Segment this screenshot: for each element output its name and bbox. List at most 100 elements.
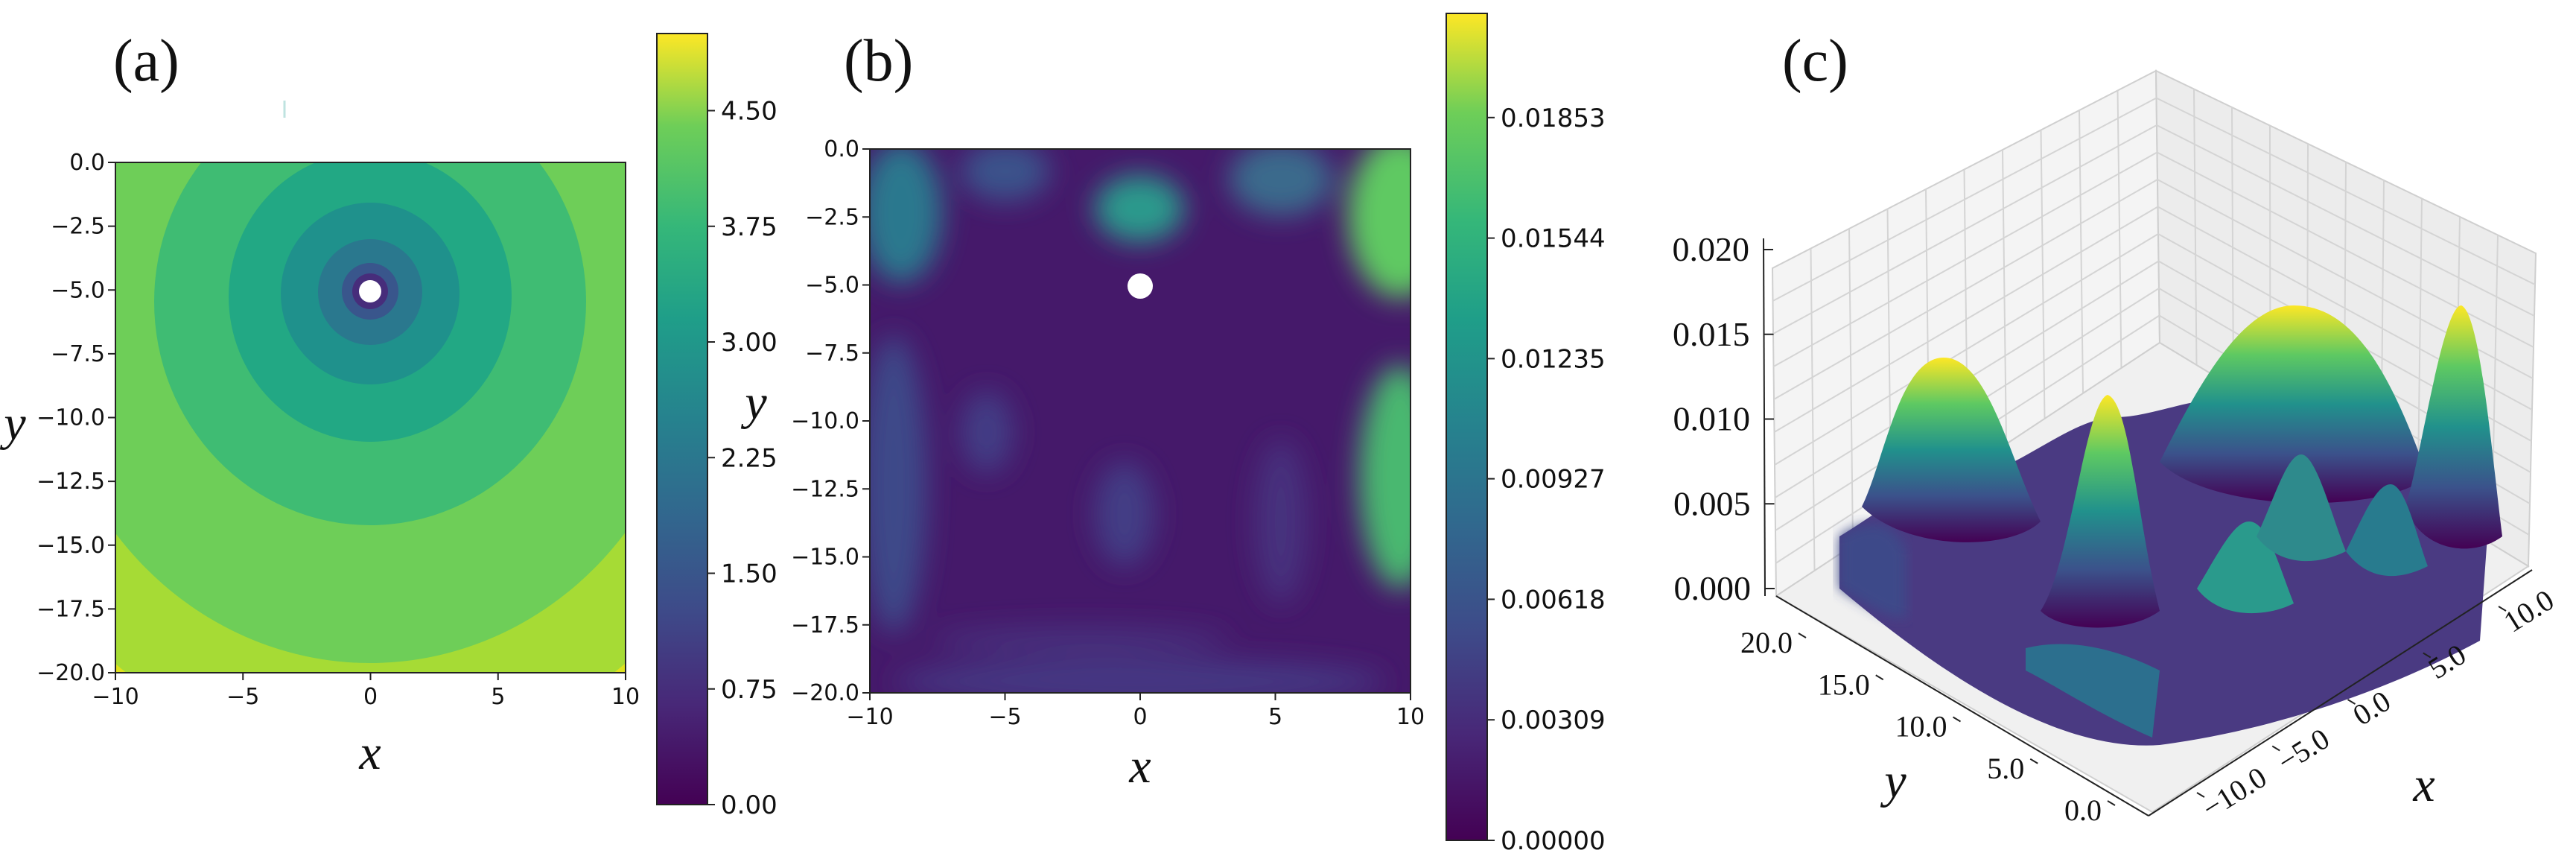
panel-b-colorbar-tick-label: 0.01235 — [1501, 344, 1606, 374]
panel-c-z-axis — [1763, 238, 1766, 597]
panel-c-x-axis — [2148, 569, 2533, 817]
panel-c-ytick-mark — [1875, 674, 1884, 681]
panel-label-c: (c) — [1782, 28, 1848, 94]
panel-c-yticks: 20.0 15.0 10.0 5.0 0.0 — [1740, 626, 2116, 827]
panel-c-zticks: 0.000 0.005 0.010 0.015 0.020 — [1673, 230, 1775, 607]
panel-b-hole — [1128, 273, 1153, 299]
panel-a-colorbar-tick-label: 3.00 — [721, 328, 777, 358]
panel-c-ztick-label: 0.000 — [1674, 569, 1752, 607]
panel-b: −10 −5 0 5 10 0.0 −2.5 −5.0 −7.5 −10.0 −12.5 −15.0… — [791, 13, 1606, 856]
panel-b-xlabel: x — [1128, 739, 1151, 793]
panel-a: −10 −5 0 5 10 0.0 −2.5 −5.0 −7.5 −10.0 −12.5 −15.0… — [0, 33, 777, 820]
panel-c-ztick-label: 0.015 — [1673, 315, 1750, 353]
panel-a-yticks: 0.0 −2.5 −5.0 −7.5 −10.0 −12.5 −15.0 −17.5 −20.0 — [36, 150, 115, 686]
panel-b-yticks: 0.0 −2.5 −5.0 −7.5 −10.0 −12.5 −15.0 −17.5 −20.0 — [791, 136, 870, 706]
panel-b-ytick-label: −12.5 — [791, 476, 859, 502]
panel-a-ytick-label: −7.5 — [51, 341, 105, 367]
panel-c-xtick-mark — [2423, 652, 2432, 659]
panel-c-ytick-label: 0.0 — [2064, 793, 2102, 827]
panel-b-ytick-label: −7.5 — [805, 340, 859, 367]
panel-b-ytick-label: −2.5 — [805, 204, 859, 230]
panel-c-xtick-mark — [2347, 699, 2356, 705]
panel-c-ztick-label: 0.020 — [1673, 230, 1750, 268]
panel-c-ytick-label: 15.0 — [1818, 668, 1870, 701]
panel-c-ytick-label: 10.0 — [1895, 710, 1947, 744]
panel-b-xtick-label: 5 — [1268, 704, 1282, 730]
panel-c-ytick-label: 5.0 — [1987, 752, 2024, 785]
panel-a-xtick-label: 10 — [611, 684, 640, 710]
panel-a-colorbar-ticks: 0.00 0.75 1.50 2.25 3.00 3.75 4.50 — [707, 97, 777, 820]
panel-a-ytick-label: 0.0 — [69, 150, 105, 176]
panel-b-ytick-label: −17.5 — [791, 612, 859, 638]
panel-b-xtick-label: −5 — [988, 704, 1021, 730]
panel-c-xlabel: x — [2412, 758, 2435, 812]
panel-label-b: (b) — [844, 28, 913, 94]
panel-a-colorbar-tick-label: 1.50 — [721, 559, 777, 589]
panel-a-xticks: −10 −5 0 5 10 — [92, 673, 640, 710]
panel-label-a: (a) — [113, 28, 179, 94]
panel-b-colorbar-ticks: 0.00000 0.00309 0.00618 0.00927 0.01235 0.015… — [1487, 104, 1606, 856]
panel-a-hole — [359, 280, 381, 302]
panel-c-ytick-label: 20.0 — [1740, 626, 1793, 659]
panel-b-colorbar — [1446, 13, 1488, 841]
panel-a-colorbar-tick-label: 4.50 — [721, 97, 777, 127]
panel-b-colorbar-tick-label: 0.01544 — [1501, 224, 1606, 254]
panel-a-ytick-label: −2.5 — [51, 214, 105, 240]
panel-a-colorbar — [656, 33, 708, 805]
panel-b-field — [870, 149, 1411, 693]
panel-a-colorbar-tick-label: 3.75 — [721, 212, 777, 242]
panel-c-surface — [1839, 305, 2502, 746]
panel-b-colorbar-tick-label: 0.00927 — [1501, 465, 1606, 495]
panel-a-xtick-label: 0 — [363, 684, 378, 710]
panel-c-gridline — [2002, 149, 2007, 445]
panel-c: 0.000 0.005 0.010 0.015 0.020 20.0 15.0 10.0 5.… — [1673, 69, 2560, 827]
panel-c-ytick-mark — [1952, 716, 1962, 723]
panel-c-gridline — [2417, 198, 2423, 500]
panel-c-xtick-mark — [2271, 745, 2280, 752]
panel-c-ylabel: y — [1880, 754, 1906, 808]
panel-c-y-axis — [1775, 595, 2149, 817]
panel-b-colorbar-tick-label: 0.00000 — [1501, 826, 1606, 856]
panel-a-ytick-label: −15.0 — [36, 533, 105, 559]
panel-c-gridline — [2079, 110, 2084, 394]
panel-b-xtick-label: 10 — [1396, 704, 1425, 730]
panel-a-ytick-label: −5.0 — [51, 277, 105, 303]
panel-c-ztick-label: 0.005 — [1673, 484, 1751, 522]
panel-c-ztick-label: 0.010 — [1673, 400, 1751, 438]
panel-a-ylabel: y — [0, 396, 26, 451]
panel-b-xtick-label: 0 — [1133, 704, 1147, 730]
panel-c-gridline — [1774, 233, 2159, 466]
panel-a-xtick-label: −10 — [92, 684, 139, 710]
panel-b-ytick-label: −5.0 — [805, 273, 859, 299]
panel-c-ytick-mark — [2029, 758, 2038, 764]
panel-c-xtick-mark — [2196, 792, 2205, 798]
panel-a-colorbar-label: y — [740, 375, 767, 430]
panel-b-colorbar-tick-label: 0.00309 — [1501, 706, 1606, 735]
panel-b-xticks: −10 −5 0 5 10 — [846, 693, 1425, 730]
panel-c-ytick-mark — [1798, 633, 1807, 638]
panel-b-ytick-label: −20.0 — [791, 680, 859, 706]
panel-b-ytick-label: 0.0 — [824, 136, 859, 162]
panel-a-xtick-label: 5 — [491, 684, 505, 710]
panel-b-ytick-label: −15.0 — [791, 545, 859, 571]
panel-a-ytick-label: −10.0 — [36, 405, 105, 431]
panel-c-xtick-label: 10.0 — [2498, 583, 2560, 638]
panel-a-ytick-label: −20.0 — [36, 660, 105, 686]
panel-b-ytick-label: −10.0 — [791, 408, 859, 434]
panel-b-colorbar-tick-label: 0.00618 — [1501, 585, 1606, 615]
panel-c-xtick-mark — [2498, 606, 2507, 612]
panel-c-gridline — [2040, 130, 2046, 419]
panel-a-colorbar-tick-label: 2.25 — [721, 443, 777, 473]
panel-b-xtick-label: −10 — [846, 704, 893, 730]
panel-a-xlabel: x — [358, 726, 381, 780]
panel-c-gridline — [2117, 90, 2122, 369]
panel-a-colorbar-tick-label: 0.75 — [721, 675, 777, 705]
panel-a-xtick-label: −5 — [226, 684, 259, 710]
panel-b-colorbar-tick-label: 0.01853 — [1501, 104, 1606, 133]
panel-a-ytick-label: −17.5 — [36, 596, 105, 622]
panel-c-ytick-mark — [2107, 800, 2116, 806]
panel-a-colorbar-tick-label: 0.00 — [721, 790, 777, 820]
panel-a-field — [115, 162, 626, 673]
panel-a-ytick-label: −12.5 — [36, 469, 105, 495]
